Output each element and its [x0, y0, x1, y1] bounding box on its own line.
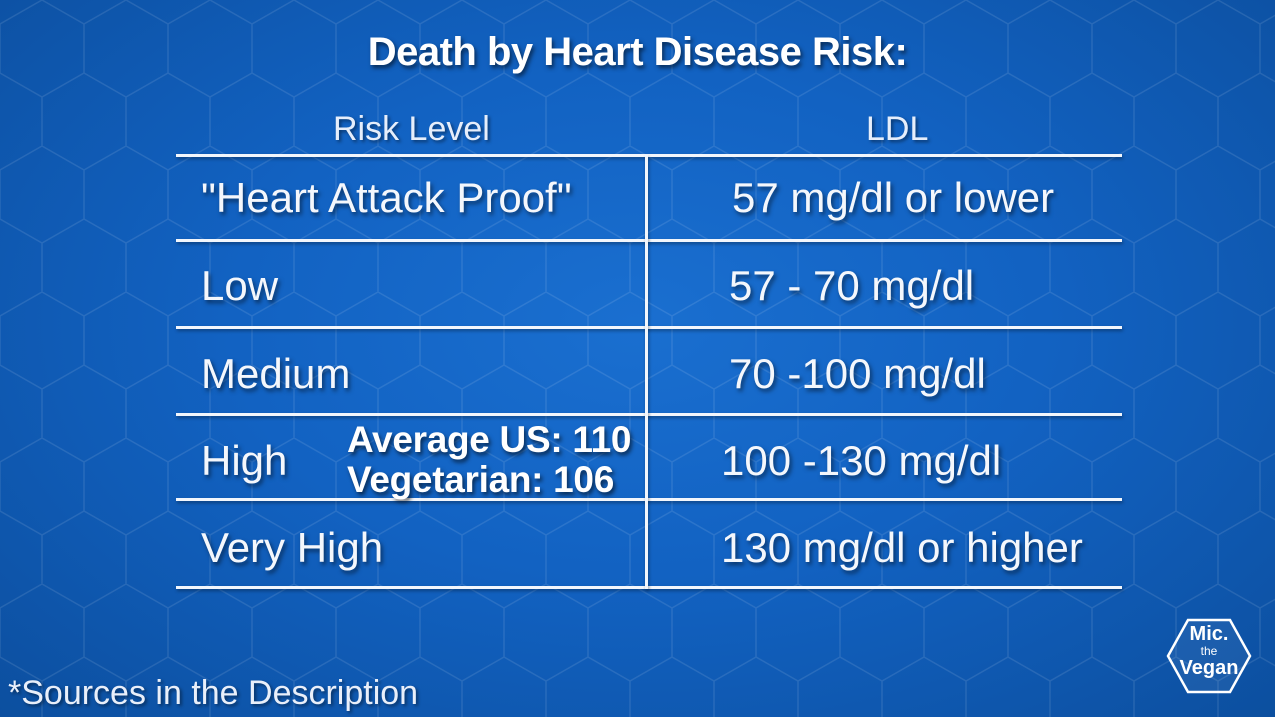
- table-column-divider: [645, 155, 648, 589]
- ldl-cell: 100 -130 mg/dl: [721, 437, 1002, 484]
- channel-logo-hexagon-icon: [1166, 618, 1252, 694]
- risk-level-cell: High: [201, 437, 288, 484]
- logo-text-the: the: [1200, 644, 1218, 658]
- table-rule: [176, 239, 1122, 242]
- page-title: Death by Heart Disease Risk:: [367, 30, 908, 74]
- ldl-cell: 70 -100 mg/dl: [729, 350, 986, 397]
- ldl-cell: 57 - 70 mg/dl: [729, 262, 975, 309]
- table-rule: [176, 413, 1122, 416]
- risk-level-cell: Medium: [201, 350, 351, 397]
- logo-text-mic: Mic.: [1189, 623, 1229, 645]
- average-ldl-callout: Average US: 110 Vegetarian: 106: [347, 420, 631, 500]
- ldl-cell: 130 mg/dl or higher: [721, 524, 1083, 571]
- risk-level-cell: Very High: [201, 524, 384, 571]
- table-rule: [176, 586, 1122, 589]
- header-ldl: LDL: [866, 110, 929, 148]
- ldl-cell: 57 mg/dl or lower: [732, 174, 1055, 221]
- logo-text-vegan: Vegan: [1179, 657, 1239, 679]
- table-rule: [176, 154, 1122, 157]
- callout-average-us: Average US: 110: [347, 419, 632, 460]
- table-rule: [176, 326, 1122, 329]
- callout-vegetarian: Vegetarian: 106: [347, 459, 614, 500]
- sources-footnote: *Sources in the Description: [8, 674, 419, 712]
- header-risk-level: Risk Level: [333, 110, 490, 148]
- table-rule: [176, 498, 1122, 501]
- risk-level-cell: Low: [201, 262, 279, 309]
- risk-level-cell: "Heart Attack Proof": [201, 174, 572, 221]
- channel-logo: Mic. the Vegan: [1166, 624, 1252, 678]
